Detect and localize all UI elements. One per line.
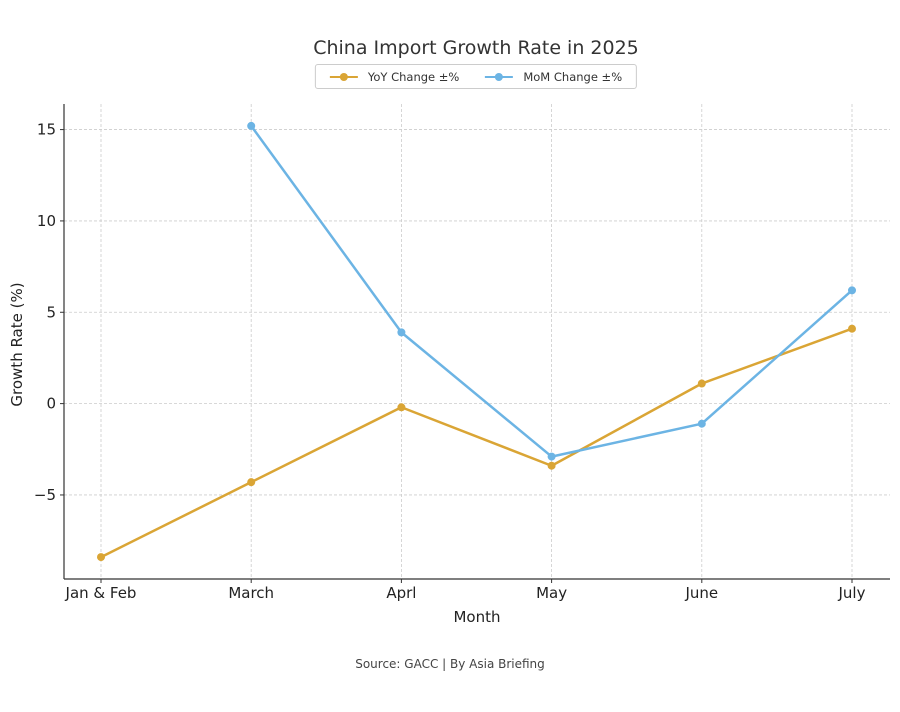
legend-item-mom: MoM Change ±% <box>485 70 622 84</box>
legend-swatch-yoy <box>329 70 358 84</box>
y-tick-label: 15 <box>37 121 56 139</box>
data-point-mom <box>697 419 706 428</box>
y-tick-label: 5 <box>46 303 56 321</box>
data-point-mom <box>247 121 256 130</box>
x-tick-label: Aprl <box>386 584 416 602</box>
y-axis-label: Growth Rate (%) <box>8 282 26 406</box>
data-point-mom <box>547 452 556 461</box>
legend-label-mom: MoM Change ±% <box>523 69 623 84</box>
data-point-mom <box>397 328 406 337</box>
data-point-yoy <box>848 324 856 333</box>
data-point-yoy <box>397 403 406 412</box>
x-tick-label: June <box>684 584 718 602</box>
legend-label-yoy: YoY Change ±% <box>367 69 460 84</box>
data-point-yoy <box>697 379 706 388</box>
data-point-yoy <box>97 553 105 562</box>
data-point-yoy <box>247 478 256 487</box>
x-axis-label: Month <box>453 608 500 626</box>
x-tick-label: Jan & Feb <box>65 584 137 602</box>
data-point-mom <box>848 286 856 295</box>
x-tick-label: March <box>228 584 274 602</box>
y-tick-label: 0 <box>46 395 56 413</box>
legend-swatch-mom <box>485 70 514 84</box>
series-line-yoy <box>100 327 853 559</box>
x-tick-label: July <box>838 584 866 602</box>
y-tick-label: −5 <box>34 486 56 504</box>
legend-item-yoy: YoY Change ±% <box>329 69 460 84</box>
y-tick-label: 10 <box>37 212 56 230</box>
chart-title: China Import Growth Rate in 2025 <box>313 37 639 59</box>
legend: YoY Change ±% MoM Change ±% <box>314 64 638 89</box>
data-point-yoy <box>547 461 556 470</box>
source-note: Source: GACC | By Asia Briefing <box>355 657 545 671</box>
x-tick-label: May <box>536 584 567 602</box>
